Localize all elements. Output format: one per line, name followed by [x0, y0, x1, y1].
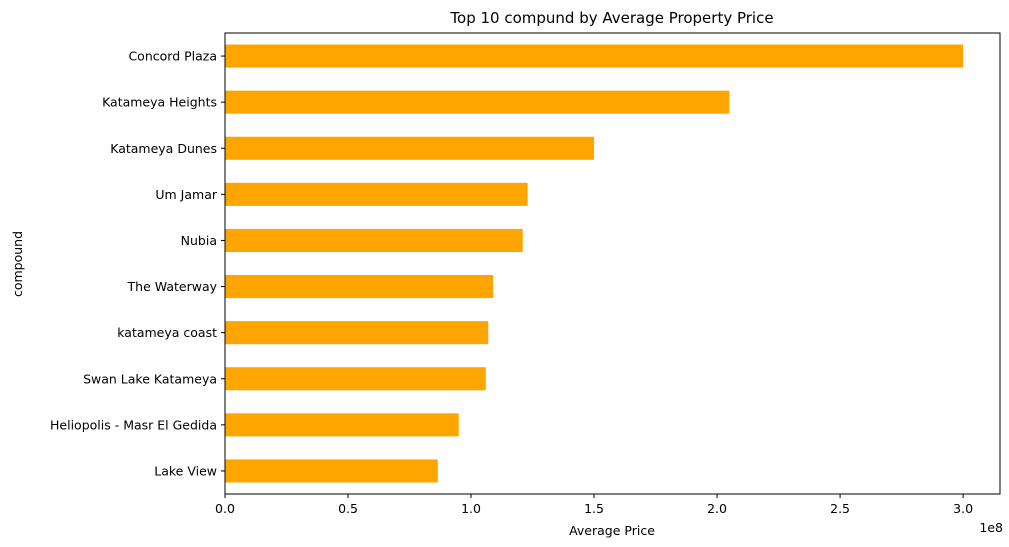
y-tick-label: Katameya Dunes [110, 141, 217, 156]
plot-frame [224, 32, 1001, 495]
bar [225, 136, 595, 160]
chart-title: Top 10 compund by Average Property Price [449, 9, 773, 27]
bar [225, 413, 459, 437]
x-axis-ticks: 0.0 0.5 1.0 1.5 2.0 2.5 3.0 [215, 494, 973, 516]
bar [225, 321, 489, 345]
y-tick-label: Um Jamar [155, 187, 217, 202]
y-tick-label: Heliopolis - Masr El Gedida [50, 417, 217, 432]
y-tick-label: katameya coast [117, 325, 217, 340]
x-tick-label: 0.5 [338, 501, 358, 516]
y-tick-label: The Waterway [127, 279, 218, 294]
y-tick-label: Swan Lake Katameya [83, 371, 217, 386]
bar [225, 275, 494, 299]
x-tick-label: 0.0 [215, 501, 235, 516]
bar [225, 228, 523, 252]
bar [225, 44, 964, 68]
bar [225, 367, 486, 391]
x-tick-label: 1.0 [461, 501, 481, 516]
y-axis-ticks: Concord Plaza Katameya Heights Katameya Du… [50, 49, 225, 478]
y-tick-label: Lake View [154, 463, 217, 478]
x-tick-label: 1.5 [584, 501, 604, 516]
bars-group [225, 44, 964, 483]
x-tick-label: 2.5 [830, 501, 850, 516]
x-axis-multiplier: 1e8 [979, 520, 1003, 535]
bar [225, 182, 528, 206]
x-tick-label: 3.0 [953, 501, 973, 516]
y-tick-label: Concord Plaza [128, 49, 217, 64]
bar [225, 90, 730, 114]
y-axis-label: compound [10, 231, 25, 297]
y-tick-label: Nubia [181, 233, 217, 248]
x-tick-label: 2.0 [707, 501, 727, 516]
x-axis-label: Average Price [569, 523, 655, 538]
y-tick-label: Katameya Heights [102, 95, 217, 110]
bar [225, 459, 438, 483]
